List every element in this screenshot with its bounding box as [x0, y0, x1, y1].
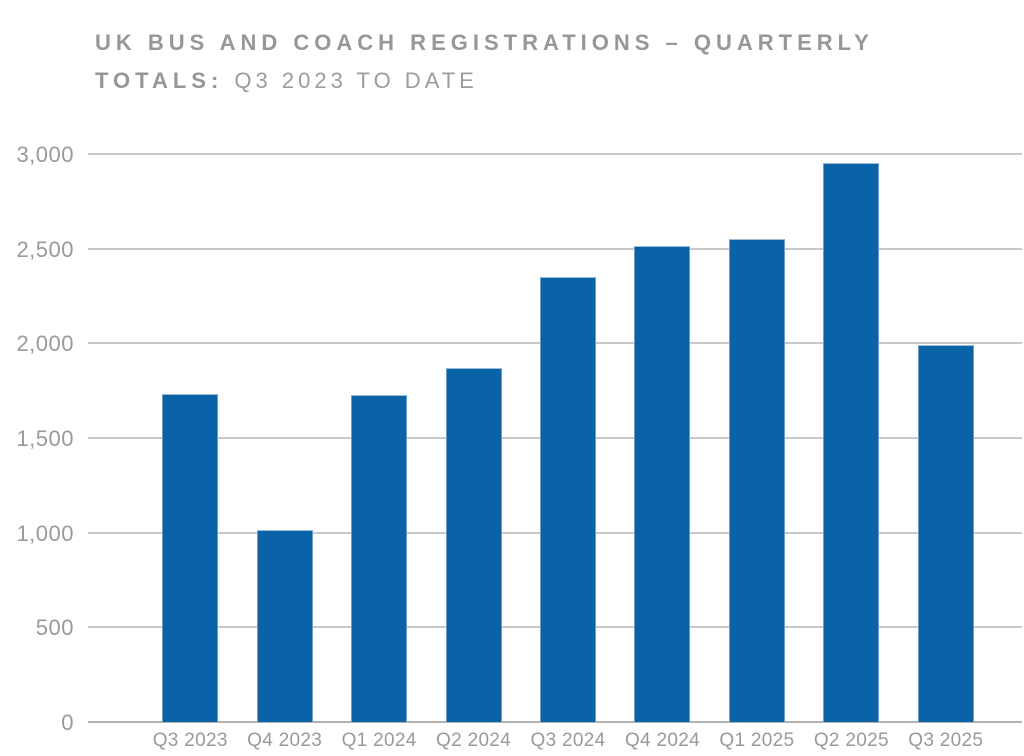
x-axis-line	[88, 721, 1022, 723]
y-tick-label-2000: 2,000	[16, 331, 74, 357]
chart-title-line1: UK BUS AND COACH REGISTRATIONS – QUARTER…	[95, 30, 874, 55]
bar-q2-2025	[823, 162, 880, 722]
bar-q3-2024	[540, 277, 596, 722]
bar-q4-2023	[256, 529, 313, 722]
x-tick-label-q2-2025: Q2 2025	[813, 730, 889, 751]
y-tick-label-2500: 2,500	[16, 236, 74, 262]
x-tick-label-q1-2024: Q1 2024	[341, 730, 417, 751]
x-tick-label-q4-2023: Q4 2023	[247, 730, 323, 751]
bar-q2-2024	[445, 367, 502, 722]
y-tick-label-1500: 1,500	[16, 426, 74, 451]
chart-title-line2-bold: TOTALS:	[95, 68, 224, 93]
bar-q4-2024	[634, 245, 691, 722]
y-tick-label-3000: 3,000	[16, 142, 74, 167]
x-tick-label-q3-2025: Q3 2025	[908, 730, 984, 751]
x-tick-label-q4-2024: Q4 2024	[624, 730, 700, 751]
x-tick-label-q3-2024: Q3 2024	[530, 730, 606, 751]
chart-title: UK BUS AND COACH REGISTRATIONS – QUARTER…	[95, 24, 995, 100]
bar-q1-2024	[351, 395, 408, 722]
y-tick-label-1000: 1,000	[16, 520, 74, 546]
x-tick-label-q3-2023: Q3 2023	[152, 730, 228, 751]
bar-q3-2025	[917, 345, 974, 722]
x-tick-label-q2-2024: Q2 2024	[436, 730, 512, 751]
y-tick-label-500: 500	[35, 615, 74, 641]
gridline-3000	[88, 153, 1022, 155]
y-tick-label-0: 0	[61, 710, 74, 735]
x-tick-label-q1-2025: Q1 2025	[719, 730, 795, 751]
bar-q3-2023	[162, 394, 219, 722]
gridline-2500	[88, 247, 1022, 250]
bar-q1-2025	[728, 239, 785, 722]
chart-title-line2-regular: Q3 2023 TO DATE	[234, 68, 478, 93]
